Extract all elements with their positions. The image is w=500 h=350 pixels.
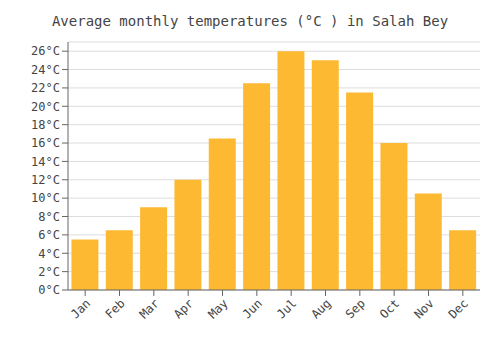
svg-text:Jun: Jun <box>240 296 265 321</box>
svg-text:10°C: 10°C <box>31 191 60 205</box>
svg-text:12°C: 12°C <box>31 173 60 187</box>
svg-text:Dec: Dec <box>446 296 471 321</box>
svg-text:6°C: 6°C <box>38 228 60 242</box>
svg-text:16°C: 16°C <box>31 136 60 150</box>
svg-text:20°C: 20°C <box>31 100 60 114</box>
svg-text:2°C: 2°C <box>38 265 60 279</box>
svg-text:26°C: 26°C <box>31 44 60 58</box>
svg-text:May: May <box>205 296 230 321</box>
svg-text:14°C: 14°C <box>31 155 60 169</box>
html-text:Average monthly temperatures (: Average monthly temperatures (°C ) in Sa… <box>51 13 449 29</box>
svg-text:Aug: Aug <box>308 296 333 321</box>
svg-text:Jan: Jan <box>68 296 93 321</box>
svg-text:Feb: Feb <box>102 296 127 321</box>
svg-text:8°C: 8°C <box>38 210 60 224</box>
svg-text:18°C: 18°C <box>31 118 60 132</box>
svg-text:Sep: Sep <box>343 296 368 321</box>
svg-text:Nov: Nov <box>411 296 436 321</box>
svg-text:0°C: 0°C <box>38 283 60 297</box>
svg-text:24°C: 24°C <box>31 63 60 77</box>
svg-text:22°C: 22°C <box>31 81 60 95</box>
svg-text:Oct: Oct <box>377 296 402 321</box>
svg-text:Mar: Mar <box>137 296 162 321</box>
svg-text:Jul: Jul <box>274 296 299 321</box>
svg-text:Apr: Apr <box>171 296 196 321</box>
svg-text:4°C: 4°C <box>38 247 60 261</box>
